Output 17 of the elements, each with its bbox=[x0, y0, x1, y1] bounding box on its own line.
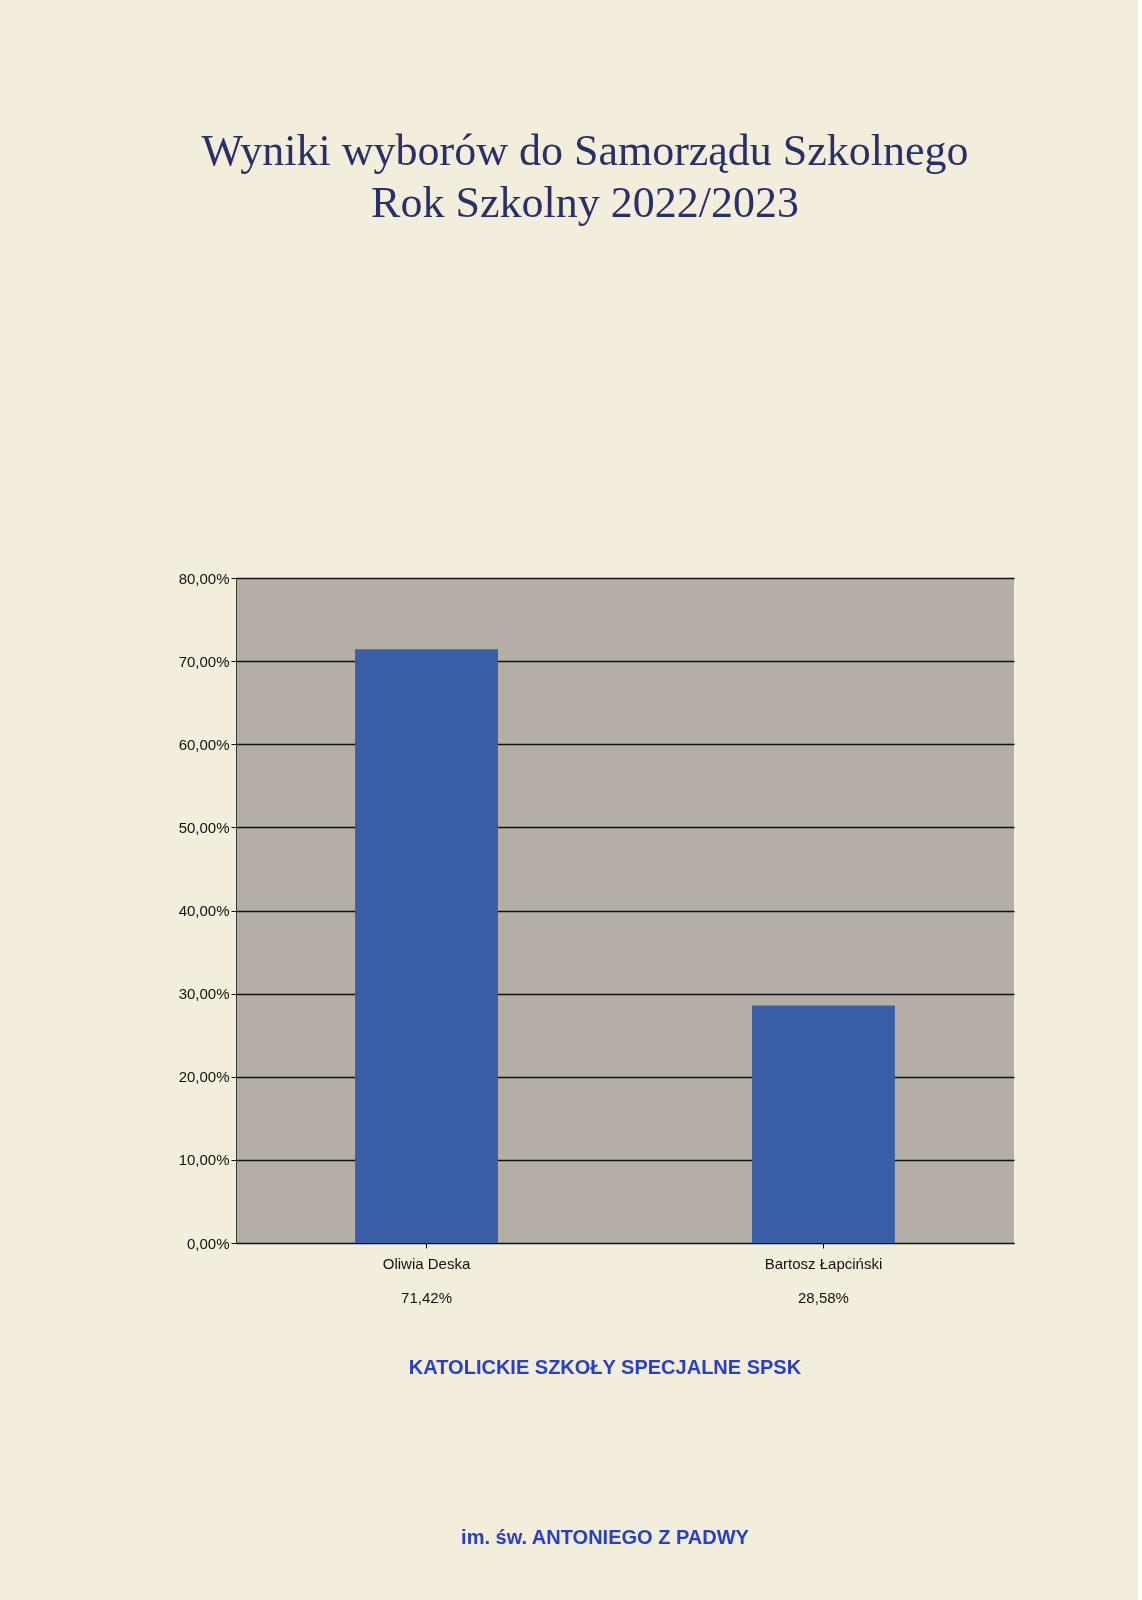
text: im. św. ANTONIEGO Z PADWY bbox=[461, 1526, 750, 1548]
chart-subtitle: Rok Szkolny 2022/2023 bbox=[371, 178, 799, 227]
y-tick-label: 0,00% bbox=[186, 1234, 230, 1252]
x-tick-label: Bartosz Łapciński bbox=[764, 1254, 883, 1272]
y-tick-label: 40,00% bbox=[178, 902, 230, 919]
text: KATOLICKIE SZKOŁY SPECJALNE SPSK bbox=[408, 1356, 802, 1378]
data-label: 71,42% bbox=[401, 1289, 452, 1306]
y-tick-label: 50,00% bbox=[178, 818, 230, 836]
y-tick-label: 10,00% bbox=[178, 1151, 230, 1169]
x-tick-label: Oliwia Deska bbox=[382, 1254, 471, 1272]
y-tick-label: 20,00% bbox=[178, 1068, 230, 1086]
chart-title: Wyniki wyborów do Samorządu Szkolnego bbox=[201, 126, 969, 175]
y-tick-label: 60,00% bbox=[178, 735, 230, 753]
y-tick-label: 70,00% bbox=[178, 652, 230, 670]
y-tick-label: 30,00% bbox=[178, 985, 230, 1003]
data-label: 28,58% bbox=[798, 1289, 849, 1306]
y-tick-label: 80,00% bbox=[178, 569, 230, 587]
